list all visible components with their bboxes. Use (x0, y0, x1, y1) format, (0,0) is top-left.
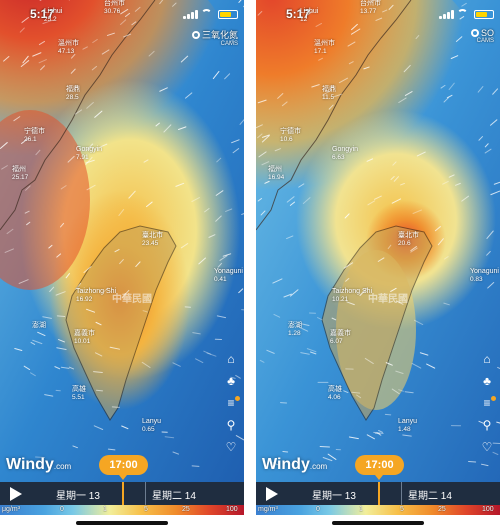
timeline-divider (145, 482, 146, 505)
pollution-map[interactable] (256, 0, 500, 482)
city-label[interactable]: Gongyin 7.91 (76, 146, 103, 161)
play-icon[interactable] (266, 487, 278, 501)
city-label[interactable]: 溫州市 47.13 (58, 40, 79, 55)
timeline-divider (401, 482, 402, 505)
home-icon[interactable]: ⌂ (483, 352, 491, 366)
app-screen-right: 5:17 SO CAMS Lishui 12 台州市 13.77 溫州市 17.1 福… (256, 0, 500, 530)
status-time: 5:17 (286, 7, 311, 21)
layer-source: CAMS (476, 38, 494, 44)
windy-logo: Windy.com (262, 456, 328, 473)
timeline-cursor[interactable] (122, 482, 124, 505)
play-icon[interactable] (10, 487, 22, 501)
pollution-map[interactable] (0, 0, 244, 482)
city-label[interactable]: 台州市 13.77 (360, 0, 381, 15)
timeline-day[interactable]: 星期一 13 (56, 491, 100, 502)
city-label[interactable]: Lishui 12 (300, 8, 319, 23)
city-label[interactable]: Lishui 25.2 (44, 8, 63, 23)
legend-tick: 1 (103, 506, 107, 513)
city-label[interactable]: 臺北市 23.45 (142, 232, 163, 247)
legend-tick: 100 (226, 506, 238, 513)
home-indicator (0, 515, 244, 530)
legend-tick: 5 (144, 506, 148, 513)
timeline-cursor[interactable] (378, 482, 380, 505)
city-label[interactable]: 宁德市 26.1 (24, 128, 45, 143)
legend-tick: 25 (438, 506, 446, 513)
layer-selector[interactable]: 三氧化氮 CAMS (191, 28, 238, 47)
legend-unit: mg/m³ (258, 506, 278, 513)
battery-icon (474, 10, 494, 19)
city-label[interactable]: Lanyu 1.48 (398, 418, 418, 433)
city-label[interactable]: 嘉義市 6.07 (330, 330, 351, 345)
wifi-icon (457, 9, 468, 17)
signal-icon (439, 10, 454, 19)
tree-icon[interactable]: ♣ (483, 374, 491, 388)
city-label[interactable]: 澎湖 (32, 322, 46, 329)
city-label[interactable]: Lanyu 0.65 (142, 418, 162, 433)
city-label[interactable]: Taizhong Shi 10.21 (332, 288, 373, 303)
search-icon[interactable]: ⚲ (226, 418, 236, 432)
city-label[interactable]: 臺北市 20.6 (398, 232, 419, 247)
time-badge[interactable]: 17:00 (355, 455, 404, 480)
status-bar: 5:17 (0, 4, 244, 22)
legend-tick: 1 (359, 506, 363, 513)
city-label[interactable]: 福鼎 28.5 (66, 86, 80, 101)
menu-icon[interactable]: ≡ (224, 396, 240, 410)
app-screen-left: 5:17 三氧化氮 CAMS Lishui 25.2 台州市 30.76 溫州市 47… (0, 0, 244, 530)
city-label[interactable]: Taizhong Shi 16.92 (76, 288, 117, 303)
legend-tick: 0 (316, 506, 320, 513)
city-label[interactable]: 台州市 30.76 (104, 0, 125, 15)
timeline-day[interactable]: 星期二 14 (152, 491, 196, 502)
city-label[interactable]: 福州 16.94 (268, 166, 285, 181)
city-label[interactable]: Yonaguni 0.83 (470, 268, 499, 283)
layer-selector[interactable]: SO CAMS (470, 28, 494, 44)
legend-tick: 25 (182, 506, 190, 513)
search-icon[interactable]: ⚲ (482, 418, 492, 432)
side-toolbar: ⌂ ♣ ≡ ⚲ ♡ (480, 352, 496, 462)
status-bar: 5:17 (256, 4, 500, 22)
city-label[interactable]: 高雄 4.06 (328, 386, 342, 401)
color-legend: mg/m³ 0 1 5 25 100 (256, 505, 500, 515)
time-badge[interactable]: 17:00 (99, 455, 148, 480)
battery-icon (218, 10, 238, 19)
menu-icon[interactable]: ≡ (480, 396, 496, 410)
timeline-bar[interactable]: 星期一 13 星期二 14 (0, 482, 244, 505)
wifi-icon (201, 9, 212, 17)
city-label[interactable]: 高雄 5.51 (72, 386, 86, 401)
status-time: 5:17 (30, 7, 55, 21)
tree-icon[interactable]: ♣ (227, 374, 235, 388)
heart-icon[interactable]: ♡ (481, 440, 493, 454)
city-label[interactable]: 福州 25.17 (12, 166, 29, 181)
city-label[interactable]: Gongyin 6.63 (332, 146, 359, 161)
legend-tick: 0 (60, 506, 64, 513)
gear-icon (191, 30, 200, 39)
legend-unit: μg/m³ (2, 506, 21, 513)
region-label: 中華民國 (368, 294, 408, 305)
gear-icon (470, 29, 479, 37)
home-indicator (256, 515, 500, 530)
layer-source: CAMS (220, 41, 238, 47)
heart-icon[interactable]: ♡ (225, 440, 237, 454)
layer-label: 三氧化氮 (201, 30, 238, 40)
signal-icon (183, 10, 198, 19)
city-label[interactable]: 澎湖 1.28 (288, 322, 302, 337)
legend-tick: 5 (400, 506, 404, 513)
city-label[interactable]: 福鼎 11.5 (322, 86, 336, 101)
timeline-bar[interactable]: 星期一 13 星期二 14 (256, 482, 500, 505)
city-label[interactable]: Yonaguni 0.41 (214, 268, 243, 283)
city-label[interactable]: 宁德市 10.6 (280, 128, 301, 143)
legend-tick: 100 (482, 506, 494, 513)
color-legend: μg/m³ 0 1 5 25 100 (0, 505, 244, 515)
home-icon[interactable]: ⌂ (227, 352, 235, 366)
city-label[interactable]: 溫州市 17.1 (314, 40, 335, 55)
city-label[interactable]: 嘉義市 10.01 (74, 330, 95, 345)
region-label: 中華民國 (112, 294, 152, 305)
side-toolbar: ⌂ ♣ ≡ ⚲ ♡ (224, 352, 240, 462)
windy-logo: Windy.com (6, 456, 72, 473)
layer-label: SO (480, 28, 494, 38)
timeline-day[interactable]: 星期一 13 (312, 491, 356, 502)
timeline-day[interactable]: 星期二 14 (408, 491, 452, 502)
